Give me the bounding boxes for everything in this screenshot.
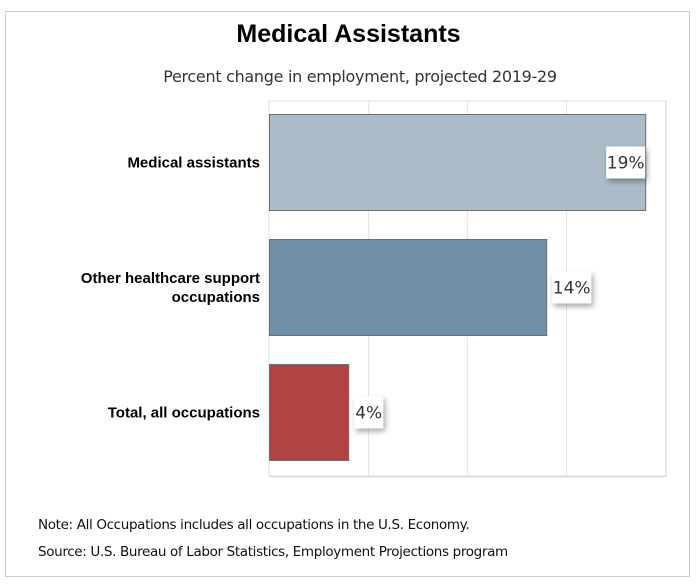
category-label: Total, all occupations: [108, 405, 260, 422]
category-label: occupations: [172, 289, 260, 306]
bar: [269, 364, 350, 461]
data-label-box: [354, 396, 384, 429]
label-layer: 19% Medical assistants 14% Other healthcare…: [81, 146, 646, 429]
data-label: 19%: [607, 154, 645, 174]
category-label: Medical assistants: [127, 155, 260, 172]
data-label-box: [606, 146, 646, 179]
chart-title: Medical Assistants: [236, 20, 461, 48]
bar-layer: [269, 114, 647, 461]
footnote: Note: All Occupations includes all occup…: [38, 517, 470, 533]
data-label: 4%: [355, 404, 382, 424]
data-label: 14%: [553, 279, 591, 299]
source-note: Source: U.S. Bureau of Labor Statistics,…: [38, 544, 508, 560]
bar: [269, 239, 548, 336]
bar: [269, 114, 647, 211]
data-label-box: [552, 271, 592, 304]
category-label: Other healthcare support: [81, 270, 260, 287]
chart-subtitle: Percent change in employment, projected …: [163, 67, 557, 86]
